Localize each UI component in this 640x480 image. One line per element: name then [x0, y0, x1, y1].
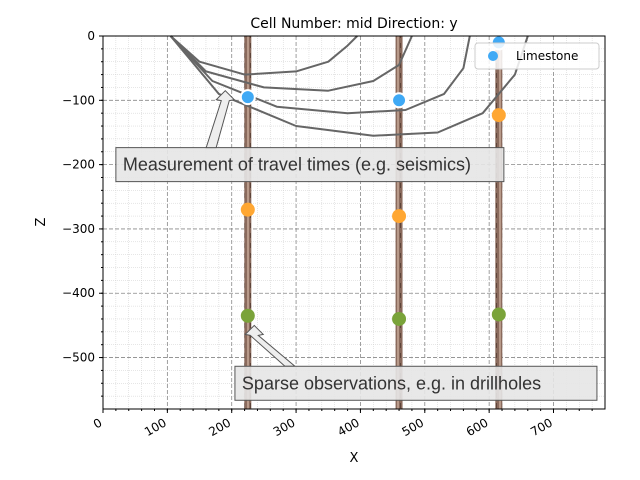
y-tick-label: −100	[62, 93, 95, 107]
plot-area: 0 100 200 300 400 500 600 700 0 −100 −200 −300 −400 −…	[62, 29, 606, 439]
drillhole-column	[244, 36, 252, 409]
x-tick-label: 500	[399, 415, 426, 439]
y-tick-label: 0	[87, 29, 95, 43]
plot-frame	[102, 35, 606, 410]
data-point-series-2	[240, 308, 255, 323]
annotation-text: Sparse observations, e.g. in drillholes	[242, 373, 541, 393]
legend-box	[474, 42, 600, 70]
x-tick-label: 200	[206, 415, 233, 439]
annotation-box	[115, 147, 505, 183]
travel-time-curve	[169, 35, 358, 76]
legend-marker-limestone	[488, 51, 498, 61]
data-point-series-2	[491, 307, 506, 322]
drillhole-column	[495, 36, 503, 409]
y-axis-label: Z	[34, 217, 49, 226]
x-tick-label: 600	[464, 415, 491, 439]
x-tick-label: 100	[142, 415, 169, 439]
data-point-series-1	[392, 209, 407, 224]
data-point-series-1	[240, 202, 255, 217]
travel-time-curve	[169, 35, 413, 92]
legend: Limestone	[474, 42, 600, 70]
travel-time-curve	[169, 35, 471, 115]
chart-title: Cell Number: mid Direction: y	[250, 16, 457, 32]
data-point-series-0	[391, 92, 408, 109]
annotation-box	[234, 365, 598, 401]
annotation-text: Measurement of travel times (e.g. seismi…	[123, 155, 471, 175]
x-tick-label: 700	[528, 415, 555, 439]
annotation-arrow	[205, 89, 236, 150]
x-axis-label: X	[350, 451, 359, 466]
data-point-series-2	[392, 311, 407, 326]
legend-label-limestone: Limestone	[516, 49, 578, 63]
y-tick-label: −400	[62, 286, 95, 300]
x-tick-label: 0	[91, 415, 105, 431]
x-tick-label: 300	[271, 415, 298, 439]
data-point-series-0	[239, 89, 256, 106]
data-point-series-1	[491, 108, 506, 123]
y-tick-label: −300	[62, 222, 95, 236]
x-tick-label: 400	[335, 415, 362, 439]
y-tick-label: −200	[62, 158, 95, 172]
y-tick-label: −500	[62, 351, 95, 365]
annotation-arrow	[244, 324, 297, 367]
